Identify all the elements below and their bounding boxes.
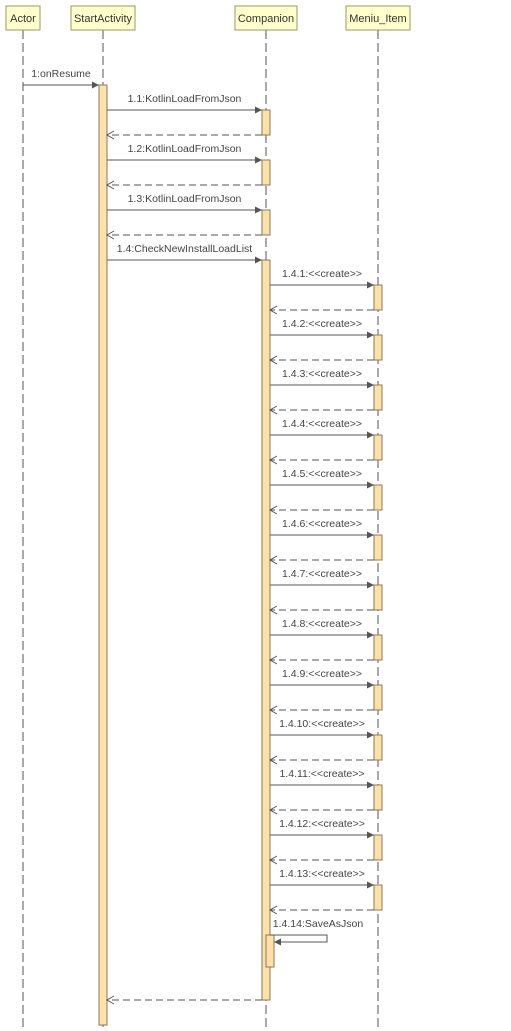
message-label: 1.4:CheckNewInstallLoadList	[117, 243, 252, 255]
message-12: 1.4.7:<<create>>	[268, 568, 374, 615]
activations	[98, 84, 383, 1026]
lifeline-name-actor: Actor	[10, 13, 36, 25]
message-label: 1.4.11:<<create>>	[279, 768, 364, 780]
lifeline-name-meniu_item: Meniu_Item	[349, 13, 406, 25]
message-label: 1.4.2:<<create>>	[282, 318, 362, 330]
message-label: 1.2:KotlinLoadFromJson	[128, 143, 242, 155]
activation-meniu_item-8	[373, 384, 383, 411]
message-19: 1.4.14:SaveAsJson	[270, 918, 363, 946]
lifeline-name-startactivity: StartActivity	[74, 13, 133, 25]
lifeline-box-actor	[5, 5, 41, 31]
lifeline-box-meniu_item	[345, 5, 411, 31]
message-3: 1.2:KotlinLoadFromJson	[105, 143, 262, 190]
activation-companion-2	[261, 109, 271, 136]
lifeline-meniu_item: Meniu_Item	[345, 5, 411, 1028]
message-label: 1.4.13:<<create>>	[279, 868, 365, 880]
message-9: 1.4.4:<<create>>	[268, 418, 374, 465]
activation-startactivity	[98, 84, 108, 1026]
message-7: 1.4.2:<<create>>	[268, 318, 374, 365]
self-message-line	[270, 934, 328, 943]
lifeline-name-companion: Companion	[238, 13, 294, 25]
message-5: 1.4:CheckNewInstallLoadList	[107, 243, 262, 264]
message-label: 1.4.8:<<create>>	[282, 618, 362, 630]
message-label: 1:onResume	[31, 68, 91, 80]
message-label: 1.4.9:<<create>>	[282, 668, 362, 680]
activation-meniu_item-16	[373, 784, 383, 811]
lifeline-box-companion	[234, 5, 298, 31]
activation-companion-3	[261, 159, 271, 186]
message-17: 1.4.12:<<create>>	[268, 818, 374, 865]
message-label: 1.4.4:<<create>>	[282, 418, 362, 430]
message-18: 1.4.13:<<create>>	[268, 868, 374, 915]
final-return	[105, 995, 262, 1005]
activation-meniu_item-11	[373, 534, 383, 561]
message-label: 1.4.5:<<create>>	[282, 468, 362, 480]
message-14: 1.4.9:<<create>>	[268, 668, 374, 715]
message-8: 1.4.3:<<create>>	[268, 368, 374, 415]
activation-meniu_item-17	[373, 834, 383, 861]
message-label: 1.4.12:<<create>>	[279, 818, 365, 830]
message-11: 1.4.6:<<create>>	[268, 518, 374, 565]
activation-meniu_item-7	[373, 334, 383, 361]
message-label: 1.4.7:<<create>>	[282, 568, 362, 580]
activation-meniu_item-13	[373, 634, 383, 661]
message-4: 1.3:KotlinLoadFromJson	[105, 193, 262, 240]
lifeline-box-startactivity	[70, 5, 136, 31]
activation-companion	[261, 259, 271, 1001]
activation-meniu_item-6	[373, 284, 383, 311]
message-1: 1:onResume	[23, 68, 99, 89]
activation-meniu_item-10	[373, 484, 383, 511]
message-label: 1.4.6:<<create>>	[282, 518, 362, 530]
message-10: 1.4.5:<<create>>	[268, 468, 374, 515]
message-label: 1.4.10:<<create>>	[279, 718, 365, 730]
message-16: 1.4.11:<<create>>	[268, 768, 374, 815]
message-label: 1.4.14:SaveAsJson	[273, 918, 364, 930]
message-label: 1.1:KotlinLoadFromJson	[128, 93, 242, 105]
activation-meniu_item-12	[373, 584, 383, 611]
messages: 1:onResume 1.1:KotlinLoadFromJson 1.2:Kotl…	[23, 68, 374, 1005]
message-label: 1.4.1:<<create>>	[282, 268, 362, 280]
message-label: 1.4.3:<<create>>	[282, 368, 362, 380]
activation-meniu_item-9	[373, 434, 383, 461]
activation-meniu_item-15	[373, 734, 383, 761]
activation-self-19	[265, 934, 275, 968]
message-2: 1.1:KotlinLoadFromJson	[105, 93, 262, 140]
activation-meniu_item-18	[373, 884, 383, 911]
message-label: 1.3:KotlinLoadFromJson	[128, 193, 242, 205]
lifeline-actor: Actor	[5, 5, 41, 1028]
message-15: 1.4.10:<<create>>	[268, 718, 374, 765]
activation-meniu_item-14	[373, 684, 383, 711]
message-6: 1.4.1:<<create>>	[268, 268, 374, 315]
message-13: 1.4.8:<<create>>	[268, 618, 374, 665]
activation-companion-4	[261, 209, 271, 236]
